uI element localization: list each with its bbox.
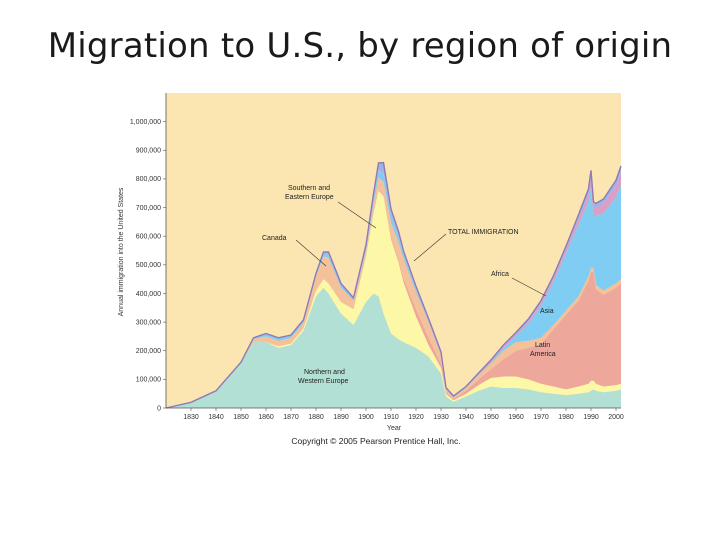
x-tick-label: 1830 — [183, 414, 199, 421]
x-tick-label: 1870 — [283, 414, 299, 421]
x-tick-label: 1860 — [258, 414, 274, 421]
x-tick-label: 1920 — [408, 414, 424, 421]
y-tick-label: 600,000 — [136, 233, 161, 240]
leader-canada — [295, 239, 327, 267]
x-tick-label: 1990 — [583, 414, 599, 421]
x-axis-label: Year — [387, 425, 402, 432]
x-tick-label: 1950 — [483, 414, 499, 421]
label-canada: Canada — [262, 235, 287, 242]
annotations: Southern and Eastern Europe Canada TOTAL… — [262, 185, 556, 385]
y-tick-label: 500,000 — [136, 262, 161, 269]
x-tick-label: 1960 — [508, 414, 524, 421]
y-axis-label: Annual immigration into the United State… — [118, 187, 125, 316]
label-africa: Africa — [491, 271, 509, 278]
x-tick-label: 1880 — [308, 414, 324, 421]
leader-africa — [511, 277, 547, 297]
y-tick-label: 700,000 — [136, 205, 161, 212]
x-tick-label: 1840 — [208, 414, 224, 421]
x-tick-label: 1850 — [233, 414, 249, 421]
leader-total — [413, 233, 447, 262]
total-outline — [165, 161, 622, 409]
label-latin-america-1: Latin — [535, 342, 550, 349]
total-immigration-line — [165, 161, 622, 409]
x-tick-label: 1910 — [383, 414, 399, 421]
x-tick-label: 1940 — [458, 414, 474, 421]
area-series-0 — [166, 287, 621, 408]
x-tick-label: 1980 — [558, 414, 574, 421]
x-tick-label: 2000 — [608, 414, 624, 421]
label-northern-western-1: Northern and — [304, 369, 345, 376]
y-tick-label: 400,000 — [136, 291, 161, 298]
y-tick-label: 0 — [157, 405, 161, 412]
y-tick-label: 800,000 — [136, 176, 161, 183]
label-asia: Asia — [540, 308, 554, 315]
area-series-2 — [166, 189, 621, 408]
y-tick-label: 1,000,000 — [130, 119, 161, 126]
label-latin-america-2: America — [530, 351, 556, 358]
y-tick-label: 900,000 — [136, 148, 161, 155]
copyright-text: Copyright © 2005 Pearson Prentice Hall, … — [291, 436, 460, 446]
y-tick-label: 200,000 — [136, 348, 161, 355]
x-tick-label: 1970 — [533, 414, 549, 421]
area-series-1 — [166, 190, 621, 408]
x-tick-label: 1930 — [433, 414, 449, 421]
area-layers — [166, 162, 621, 408]
x-tick-label: 1890 — [333, 414, 349, 421]
y-tick-label: 300,000 — [136, 319, 161, 326]
label-northern-western-2: Western Europe — [298, 378, 349, 385]
slide-title: Migration to U.S., by region of origin — [47, 26, 673, 66]
leader-southern-eastern — [337, 201, 377, 229]
x-tick-label: 1900 — [358, 414, 374, 421]
label-southern-eastern-2: Eastern Europe — [285, 194, 334, 201]
axes: 0 100,000 200,000 300,000 400,000 500,000 600,… — [130, 93, 624, 421]
area-series-3 — [166, 177, 621, 408]
label-southern-eastern-1: Southern and — [288, 185, 330, 192]
label-total-immigration: TOTAL IMMIGRATION — [448, 229, 519, 236]
y-tick-label: 100,000 — [136, 377, 161, 384]
